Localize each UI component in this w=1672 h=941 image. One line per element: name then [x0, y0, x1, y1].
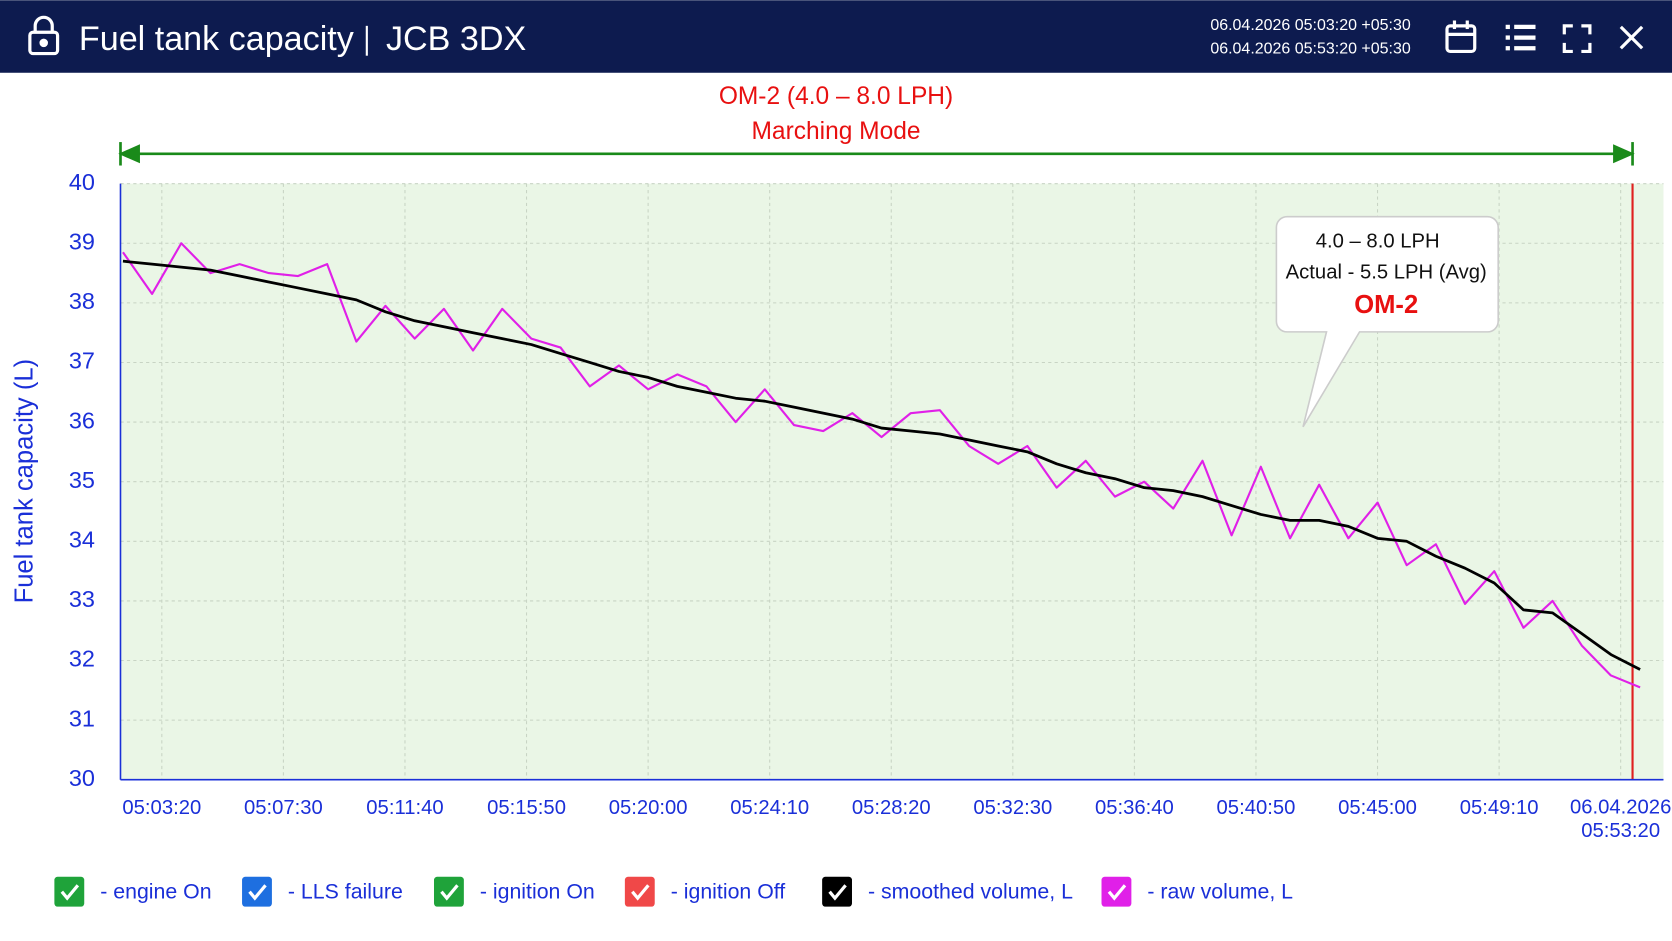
legend-item[interactable]: - ignition Off — [624, 876, 786, 907]
y-tick-label: 31 — [69, 705, 95, 731]
callout-actual: Actual - 5.5 LPH (Avg) — [1286, 262, 1487, 284]
legend-checkbox — [433, 876, 464, 907]
x-tick-label: 06.04.2026 05:53:20 — [1570, 797, 1671, 842]
x-tick-label: 05:07:30 — [244, 797, 323, 819]
legend-item[interactable]: - ignition On — [433, 876, 595, 907]
legend-label: - ignition Off — [671, 879, 786, 903]
legend-item[interactable]: - LLS failure — [242, 876, 403, 907]
callout-box — [1275, 215, 1499, 428]
x-tick-label: 05:28:20 — [852, 797, 931, 819]
header-vehicle: JCB 3DX — [386, 20, 527, 58]
callout-mode: OM-2 — [1354, 291, 1418, 319]
close-button[interactable] — [1619, 25, 1644, 50]
date-from: 06.04.2026 05:03:20 +05:30 — [1210, 17, 1411, 34]
lock-icon — [28, 15, 60, 56]
calendar-button[interactable] — [1445, 20, 1477, 54]
mode-label: OM-2 (4.0 – 8.0 LPH) — [719, 83, 953, 110]
x-tick-label: 05:11:40 — [366, 797, 443, 819]
y-tick-label: 32 — [69, 646, 95, 672]
date-to: 06.04.2026 05:53:20 +05:30 — [1210, 41, 1411, 58]
y-tick-label: 38 — [69, 288, 95, 314]
legend-item[interactable]: - smoothed volume, L — [822, 876, 1073, 907]
list-button[interactable] — [1505, 24, 1536, 51]
x-tick-label: 05:36:40 — [1095, 797, 1174, 819]
legend-label: - smoothed volume, L — [868, 879, 1073, 903]
y-tick-label: 33 — [69, 586, 95, 612]
legend-label: - raw volume, L — [1147, 879, 1293, 903]
header-title: Fuel tank capacity — [79, 20, 354, 58]
y-tick-label: 36 — [69, 407, 95, 433]
x-tick-label: 05:20:00 — [609, 797, 688, 819]
x-tick-label: 05:24:10 — [730, 797, 809, 819]
legend-check — [828, 884, 847, 901]
series-line — [122, 259, 1641, 671]
legend-check — [440, 884, 459, 901]
x-tick-label: 05:03:20 — [122, 797, 201, 819]
y-tick-label: 30 — [69, 765, 95, 791]
header-bar — [0, 0, 1672, 73]
x-tick-label: 05:40:50 — [1217, 797, 1296, 819]
x-tick-label: 05:45:00 — [1338, 797, 1417, 819]
legend-checkbox — [822, 876, 852, 907]
y-tick-label: 37 — [69, 348, 95, 374]
legend-check — [1107, 884, 1127, 901]
legend-checkbox — [54, 876, 85, 907]
legend-checkbox — [624, 876, 655, 907]
legend-label: - engine On — [100, 879, 211, 903]
x-tick-label: 05:32:30 — [973, 797, 1052, 819]
legend-checkbox — [242, 876, 272, 907]
y-tick-label: 35 — [69, 467, 95, 493]
callout-range: 4.0 – 8.0 LPH — [1316, 231, 1440, 253]
y-tick-label: 40 — [69, 169, 95, 195]
legend-check — [631, 884, 650, 901]
y-axis-label: Fuel tank capacity (L) — [10, 359, 38, 604]
legend-label: - ignition On — [480, 879, 595, 903]
x-tick-label: 05:15:50 — [487, 797, 566, 819]
legend-item[interactable]: - engine On — [54, 876, 212, 907]
series-line — [122, 242, 1641, 689]
legend-check — [248, 884, 267, 901]
callout: 4.0 – 8.0 LPH Actual - 5.5 LPH (Avg) OM-2 — [1275, 215, 1499, 428]
y-tick-label: 39 — [69, 228, 95, 254]
mode-name: Marching Mode — [752, 118, 921, 145]
legend-item[interactable]: - raw volume, L — [1101, 876, 1294, 907]
legend-check — [60, 884, 80, 901]
legend-checkbox — [1101, 876, 1132, 907]
mode-range-arrow — [118, 142, 1635, 166]
x-tick-label: 05:49:10 — [1460, 797, 1539, 819]
y-tick-label: 34 — [69, 526, 95, 552]
legend-label: - LLS failure — [288, 879, 403, 903]
fullscreen-button[interactable] — [1562, 24, 1592, 54]
